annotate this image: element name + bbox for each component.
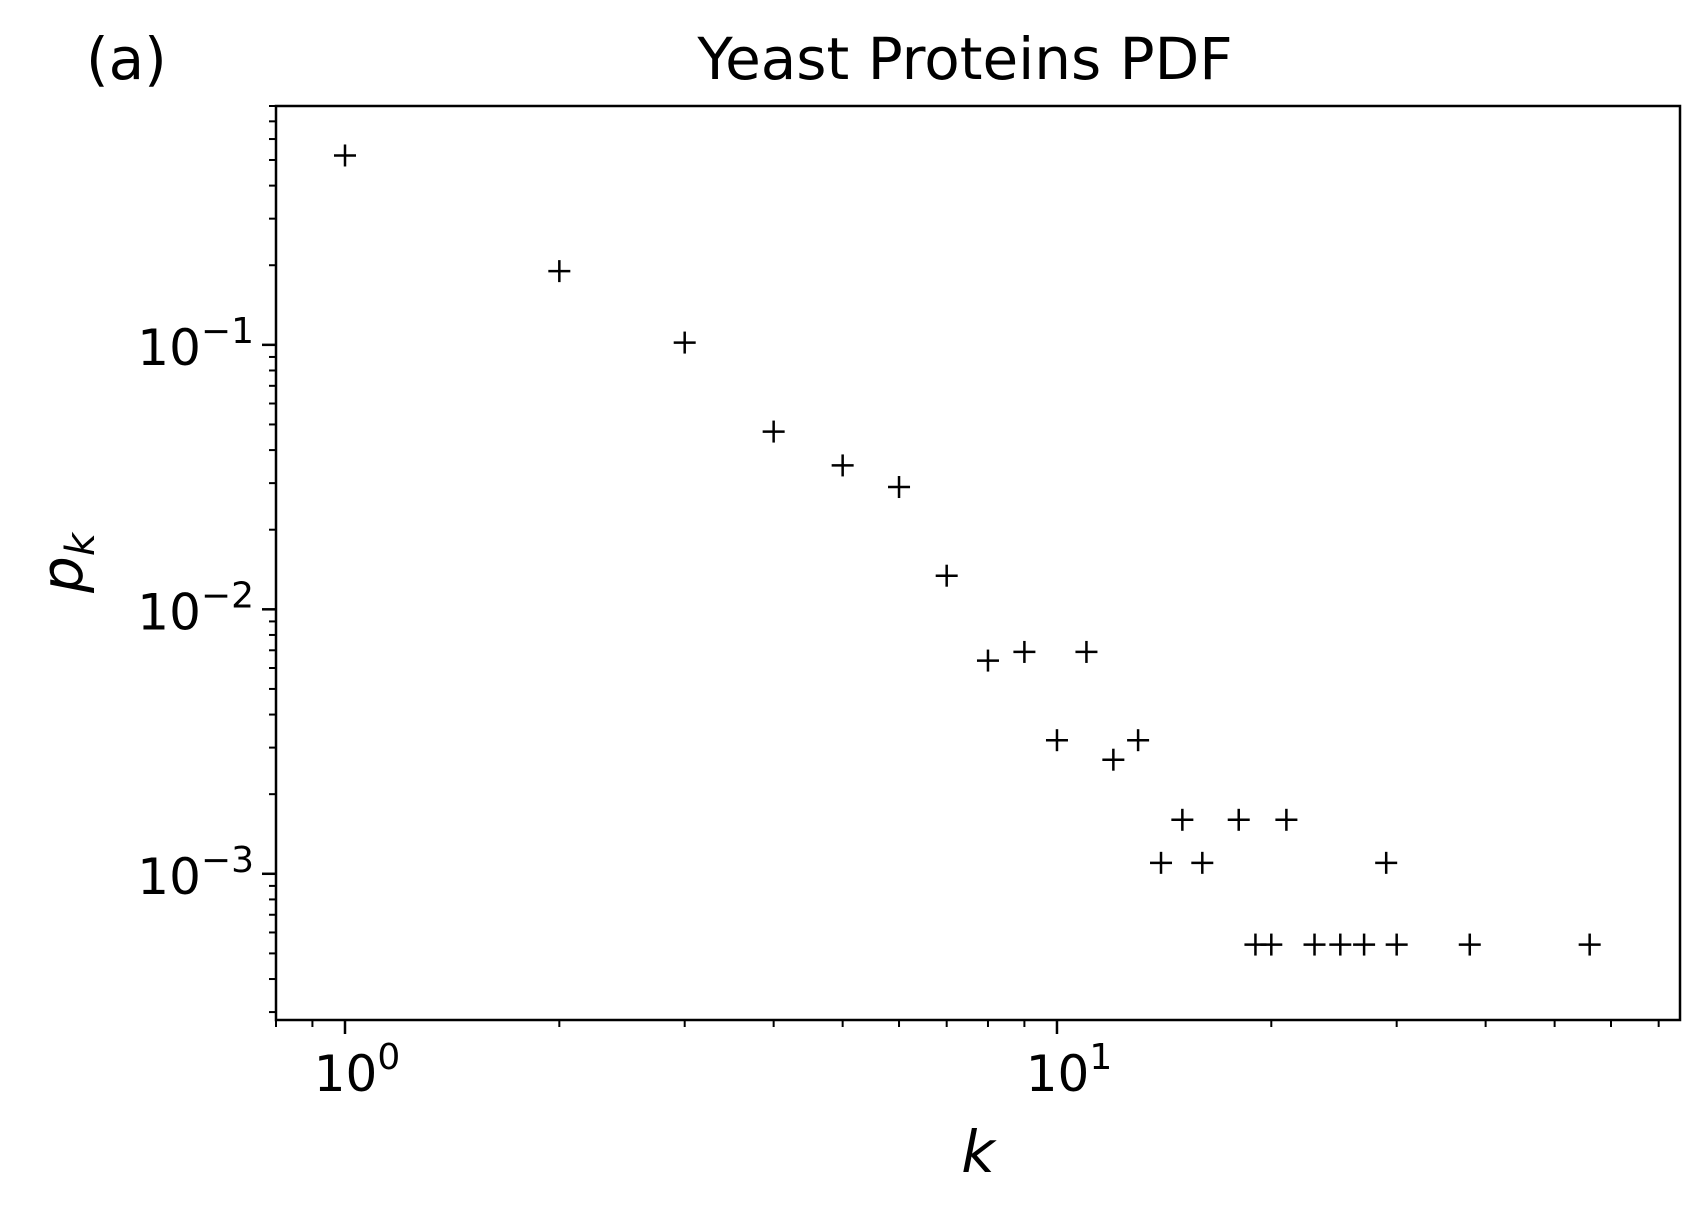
x-axis-label: k	[961, 1118, 997, 1186]
x-minor-ticks	[275, 1020, 1660, 1027]
data-point	[1578, 933, 1601, 956]
data-point	[1458, 933, 1481, 956]
y-tick-label: 10−2	[137, 575, 254, 641]
data-point	[762, 420, 785, 443]
data-point	[831, 454, 854, 477]
data-point	[1303, 933, 1326, 956]
x-axis-ticks: 100 101	[314, 1020, 1113, 1103]
chart-title: Yeast Proteins PDF	[696, 25, 1232, 93]
data-point	[548, 260, 571, 283]
data-point	[935, 564, 958, 587]
data-point	[1013, 640, 1036, 663]
data-point	[1191, 851, 1214, 874]
data-points	[333, 144, 1601, 956]
y-tick-label: 10−3	[137, 840, 254, 906]
data-point	[1150, 851, 1173, 874]
data-point	[888, 476, 911, 499]
panel-label: (a)	[86, 25, 167, 93]
data-point	[1227, 808, 1250, 831]
data-point	[1171, 808, 1194, 831]
data-point	[976, 649, 999, 672]
data-point	[1385, 933, 1408, 956]
data-point	[673, 331, 696, 354]
data-point	[1102, 748, 1125, 771]
x-tick-label: 100	[314, 1037, 401, 1103]
data-point	[333, 144, 356, 167]
data-point	[1127, 729, 1150, 752]
y-minor-ticks	[269, 105, 276, 1014]
data-point	[1275, 808, 1298, 831]
data-point	[1045, 729, 1068, 752]
data-point	[1329, 933, 1352, 956]
y-axis-ticks: 10−1 10−2 10−3	[137, 311, 276, 906]
y-axis-label: pk	[28, 531, 104, 594]
x-tick-label: 101	[1026, 1037, 1113, 1103]
y-tick-label: 10−1	[137, 311, 254, 377]
data-point	[1375, 851, 1398, 874]
data-point	[1353, 933, 1376, 956]
plot-frame	[274, 104, 1682, 1022]
data-point	[1075, 640, 1098, 663]
data-point	[1260, 933, 1283, 956]
